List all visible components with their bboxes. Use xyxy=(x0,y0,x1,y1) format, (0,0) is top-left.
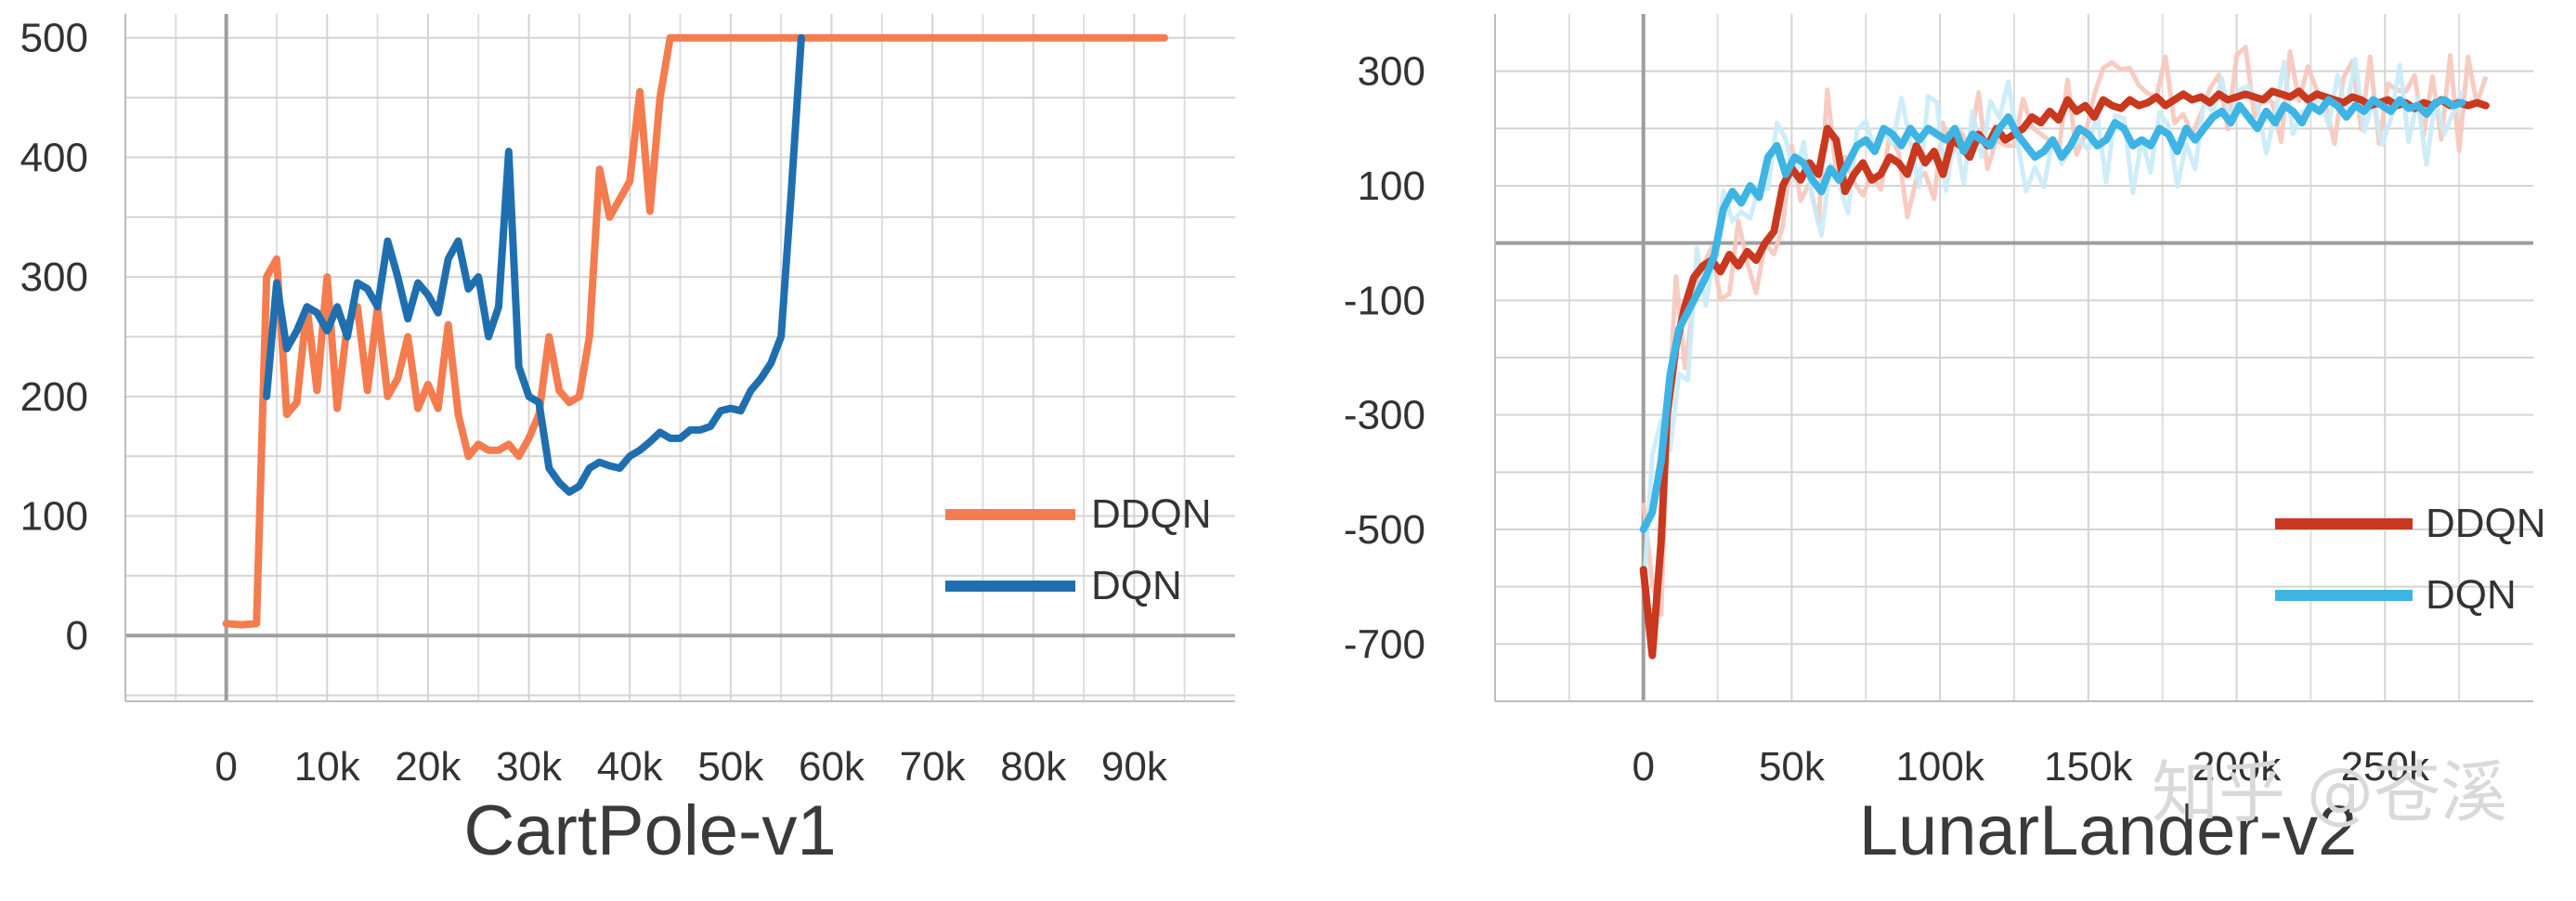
chart-title: LunarLander-v2 xyxy=(1859,791,2358,870)
legend-label-dqn: DQN xyxy=(2426,572,2517,618)
series-line-ddqn xyxy=(222,33,1168,629)
y-tick-label: 400 xyxy=(20,135,88,180)
x-tick-label: 30k xyxy=(496,744,563,790)
y-tick-label: -100 xyxy=(1344,278,1425,323)
x-tick-label: 100k xyxy=(1895,744,1984,790)
y-tick-label: -300 xyxy=(1344,393,1425,438)
y-tick-label: 300 xyxy=(1358,49,1425,95)
chart-cartpole: 0 10k 20k 30k 40k 50k 60k 70k 80k 90k 0 100 200 300 40… xyxy=(20,14,1235,870)
y-tick-label: 0 xyxy=(66,613,88,659)
x-tick-label: 250k xyxy=(2341,744,2430,790)
x-tick-label: 150k xyxy=(2044,744,2133,790)
x-tick-label: 0 xyxy=(1632,744,1654,790)
y-tick-label: 100 xyxy=(1358,163,1425,209)
legend-label-ddqn: DDQN xyxy=(1091,491,1212,537)
y-tick-label: -700 xyxy=(1344,621,1425,667)
series-line-dqn xyxy=(1639,96,2466,533)
series-line-ddqn xyxy=(1639,87,2490,659)
x-tick-label: 90k xyxy=(1101,744,1168,790)
x-tick-label: 20k xyxy=(395,744,462,790)
y-tick-label: 500 xyxy=(20,16,88,61)
chart-title: CartPole-v1 xyxy=(463,791,836,870)
y-tick-label: 300 xyxy=(20,255,88,300)
watermark: 知乎 @苍溪 xyxy=(2152,753,2507,831)
y-tick-label: 100 xyxy=(20,494,88,540)
y-tick-label: 200 xyxy=(20,374,88,420)
x-tick-label: 60k xyxy=(799,744,865,790)
x-tick-label: 10k xyxy=(294,744,361,790)
legend-label-dqn: DQN xyxy=(1091,563,1182,608)
x-tick-label: 40k xyxy=(597,744,664,790)
x-tick-label: 200k xyxy=(2192,744,2282,790)
x-tick-label: 50k xyxy=(697,744,764,790)
y-tick-label: -500 xyxy=(1344,507,1425,553)
x-tick-label: 50k xyxy=(1759,744,1826,790)
legend-label-ddqn: DDQN xyxy=(2426,501,2546,546)
series-line-dqn xyxy=(263,33,805,496)
x-tick-label: 80k xyxy=(1000,744,1067,790)
x-tick-label: 70k xyxy=(900,744,967,790)
x-tick-label: 0 xyxy=(215,744,237,790)
chart-lunarlander: 0 50k 100k 150k 200k 250k 300 100 -100 -300 -500 -7… xyxy=(1344,14,2546,870)
